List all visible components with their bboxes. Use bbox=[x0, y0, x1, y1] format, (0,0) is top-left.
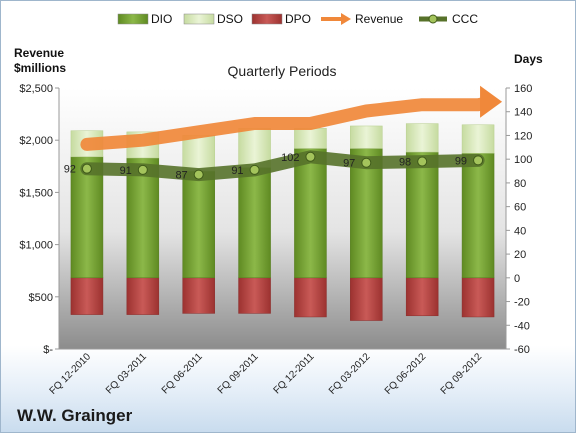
right-tick-label: 120 bbox=[514, 130, 532, 142]
dso-bar bbox=[350, 125, 383, 149]
ccc-marker bbox=[417, 156, 428, 167]
left-tick-label: $2,000 bbox=[19, 135, 53, 147]
dio-bar bbox=[294, 148, 327, 279]
dpo-bar bbox=[126, 277, 160, 315]
ccc-marker bbox=[305, 151, 316, 162]
dso-bar bbox=[461, 124, 495, 154]
x-tick-label: FQ 03-2012 bbox=[327, 351, 373, 397]
revenue-group bbox=[80, 85, 503, 151]
bars-group bbox=[70, 123, 495, 321]
left-axis-title-line1: Revenue bbox=[14, 46, 64, 60]
left-tick-label: $1,000 bbox=[19, 240, 53, 252]
ccc-data-label: 97 bbox=[343, 158, 355, 170]
ccc-data-label: 98 bbox=[399, 157, 411, 169]
right-tick-label: -60 bbox=[514, 344, 530, 356]
dio-bar bbox=[405, 151, 439, 279]
legend-label-dpo: DPO bbox=[285, 12, 311, 26]
ccc-data-label: 99 bbox=[455, 155, 467, 167]
chart-title: Quarterly Periods bbox=[228, 63, 337, 79]
right-axis-title: Days bbox=[514, 52, 543, 66]
dpo-bar bbox=[182, 277, 215, 314]
right-tick-label: 80 bbox=[514, 178, 526, 190]
left-tick-label: $- bbox=[43, 344, 53, 356]
left-axis-ticks: $- $500 $1,000 $1,500 $2,000 $2,500 bbox=[19, 83, 59, 356]
legend: DIO DSO DPO Revenue CCC bbox=[117, 12, 478, 26]
legend-swatch-dpo bbox=[251, 13, 283, 25]
dpo-bar bbox=[238, 277, 271, 314]
legend-label-revenue: Revenue bbox=[355, 12, 403, 26]
ccc-line bbox=[80, 150, 485, 182]
dio-bar bbox=[126, 157, 160, 279]
legend-label-dso: DSO bbox=[217, 12, 243, 26]
revenue-line bbox=[80, 96, 495, 151]
left-tick-label: $2,500 bbox=[19, 83, 53, 95]
x-tick-label: FQ 06-2011 bbox=[160, 351, 205, 396]
right-axis-ticks: -60 -40 -20 0 20 40 60 80 100 120 140 160 bbox=[506, 83, 532, 356]
ccc-marker bbox=[249, 164, 260, 175]
right-tick-label: -20 bbox=[514, 297, 530, 309]
x-tick-label: FQ 12-2011 bbox=[272, 351, 317, 396]
right-tick-label: 40 bbox=[514, 225, 526, 237]
x-tick-label: FQ 09-2011 bbox=[216, 351, 261, 396]
right-tick-label: 0 bbox=[514, 273, 520, 285]
x-tick-label: FQ 06-2012 bbox=[383, 351, 429, 397]
ccc-data-label: 91 bbox=[231, 165, 243, 177]
right-tick-label: -40 bbox=[514, 320, 530, 332]
revenue-arrowhead bbox=[480, 85, 503, 118]
dso-bar bbox=[405, 123, 439, 153]
legend-label-dio: DIO bbox=[151, 12, 172, 26]
dpo-bar bbox=[350, 277, 383, 321]
dio-bar bbox=[182, 170, 215, 279]
dso-bar bbox=[182, 135, 215, 172]
ccc-marker bbox=[361, 157, 372, 168]
ccc-group: 92 91 87 91 102 97 98 99 bbox=[64, 150, 485, 182]
x-tick-label: FQ 03-2011 bbox=[104, 351, 149, 396]
ccc-marker bbox=[81, 163, 92, 174]
left-tick-label: $1,500 bbox=[19, 187, 53, 199]
ccc-data-label: 91 bbox=[120, 165, 132, 177]
x-axis-labels: FQ 12-2010 FQ 03-2011 FQ 06-2011 FQ 09-2011… bbox=[48, 351, 485, 397]
legend-marker-ccc bbox=[428, 14, 438, 24]
legend-label-ccc: CCC bbox=[452, 12, 478, 26]
x-tick-label: FQ 12-2010 bbox=[48, 351, 94, 397]
ccc-marker bbox=[137, 164, 148, 175]
dio-bar bbox=[350, 148, 383, 279]
dpo-bar bbox=[405, 277, 439, 317]
legend-swatch-dio bbox=[117, 13, 149, 25]
dpo-bar bbox=[294, 277, 327, 318]
dso-bar bbox=[294, 128, 327, 149]
right-tick-label: 20 bbox=[514, 249, 526, 261]
dio-bar bbox=[461, 153, 495, 279]
x-tick-label: FQ 09-2012 bbox=[439, 351, 485, 397]
dpo-bar bbox=[461, 277, 495, 318]
right-tick-label: 100 bbox=[514, 154, 532, 166]
legend-swatch-dso bbox=[183, 13, 215, 25]
dio-bar bbox=[70, 156, 104, 279]
dio-bar bbox=[238, 167, 271, 279]
ccc-marker bbox=[193, 169, 204, 180]
ccc-data-label: 92 bbox=[64, 164, 76, 176]
legend-arrowhead-revenue bbox=[341, 13, 351, 25]
ccc-data-label: 102 bbox=[281, 152, 299, 164]
ccc-data-label: 87 bbox=[175, 170, 187, 182]
left-axis-title-line2: $millions bbox=[14, 61, 66, 75]
company-name: W.W. Grainger bbox=[17, 406, 133, 425]
right-tick-label: 160 bbox=[514, 83, 532, 95]
ccc-marker bbox=[473, 155, 484, 166]
left-tick-label: $500 bbox=[29, 292, 53, 304]
right-tick-label: 60 bbox=[514, 202, 526, 214]
dpo-bar bbox=[70, 277, 104, 315]
right-tick-label: 140 bbox=[514, 107, 532, 119]
